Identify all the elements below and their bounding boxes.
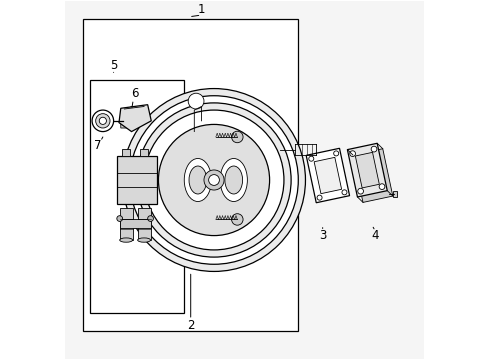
Text: 4: 4 (371, 229, 378, 242)
Circle shape (349, 151, 355, 157)
Polygon shape (313, 157, 341, 194)
Polygon shape (121, 107, 131, 128)
Circle shape (378, 184, 384, 189)
Text: 3: 3 (318, 229, 325, 242)
Circle shape (137, 103, 290, 257)
Text: 5: 5 (110, 59, 117, 72)
Bar (137, 208, 150, 240)
Bar (117, 156, 156, 204)
Circle shape (144, 110, 284, 250)
Circle shape (341, 190, 346, 195)
Bar (392, 191, 396, 197)
Text: 1: 1 (197, 3, 205, 16)
Circle shape (316, 195, 322, 200)
Polygon shape (346, 143, 386, 197)
Bar (140, 149, 148, 156)
Circle shape (357, 188, 363, 194)
Circle shape (231, 214, 243, 225)
Text: 6: 6 (131, 87, 139, 100)
Bar (83, 19, 298, 330)
Circle shape (188, 93, 203, 109)
Circle shape (99, 117, 106, 125)
Ellipse shape (120, 238, 132, 242)
Ellipse shape (220, 158, 247, 202)
Bar (90, 80, 183, 313)
Circle shape (370, 146, 376, 152)
Circle shape (208, 175, 219, 185)
Ellipse shape (137, 238, 150, 242)
Bar (122, 149, 130, 156)
Text: 7: 7 (94, 139, 101, 152)
Circle shape (147, 216, 153, 221)
Circle shape (158, 125, 269, 235)
Circle shape (308, 156, 313, 161)
Circle shape (92, 110, 113, 132)
Circle shape (117, 216, 122, 221)
Text: 2: 2 (186, 319, 194, 332)
Polygon shape (355, 152, 379, 188)
Polygon shape (119, 105, 151, 132)
Ellipse shape (189, 166, 206, 194)
Ellipse shape (224, 166, 242, 194)
Circle shape (129, 96, 298, 264)
Circle shape (122, 89, 305, 271)
Circle shape (203, 170, 224, 190)
Polygon shape (305, 148, 349, 203)
Bar (120, 208, 132, 240)
Circle shape (231, 131, 243, 143)
Circle shape (96, 114, 110, 128)
Polygon shape (352, 149, 392, 202)
Circle shape (333, 151, 338, 156)
Ellipse shape (184, 158, 211, 202)
Bar (120, 219, 150, 228)
